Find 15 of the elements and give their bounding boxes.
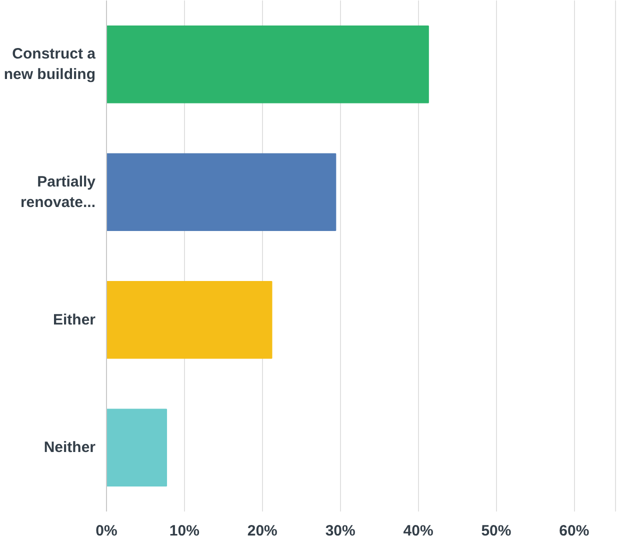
x-tick-label: 40% <box>403 522 434 540</box>
y-tick-label: Construct a new building <box>4 46 96 84</box>
bar <box>106 26 429 104</box>
bar <box>106 281 272 359</box>
y-tick-label: Partially renovate... <box>20 173 96 211</box>
x-tick-label: 20% <box>247 522 278 540</box>
x-tick-label: 0% <box>96 522 118 540</box>
y-tick-label: Neither <box>44 439 96 456</box>
y-tick-label: Either <box>52 311 96 328</box>
x-tick-label: 50% <box>481 522 512 540</box>
bar <box>106 153 336 231</box>
x-tick-label: 60% <box>559 522 590 540</box>
x-tick-label: 30% <box>325 522 356 540</box>
x-tick-label: 10% <box>169 522 200 540</box>
bar <box>106 408 168 486</box>
